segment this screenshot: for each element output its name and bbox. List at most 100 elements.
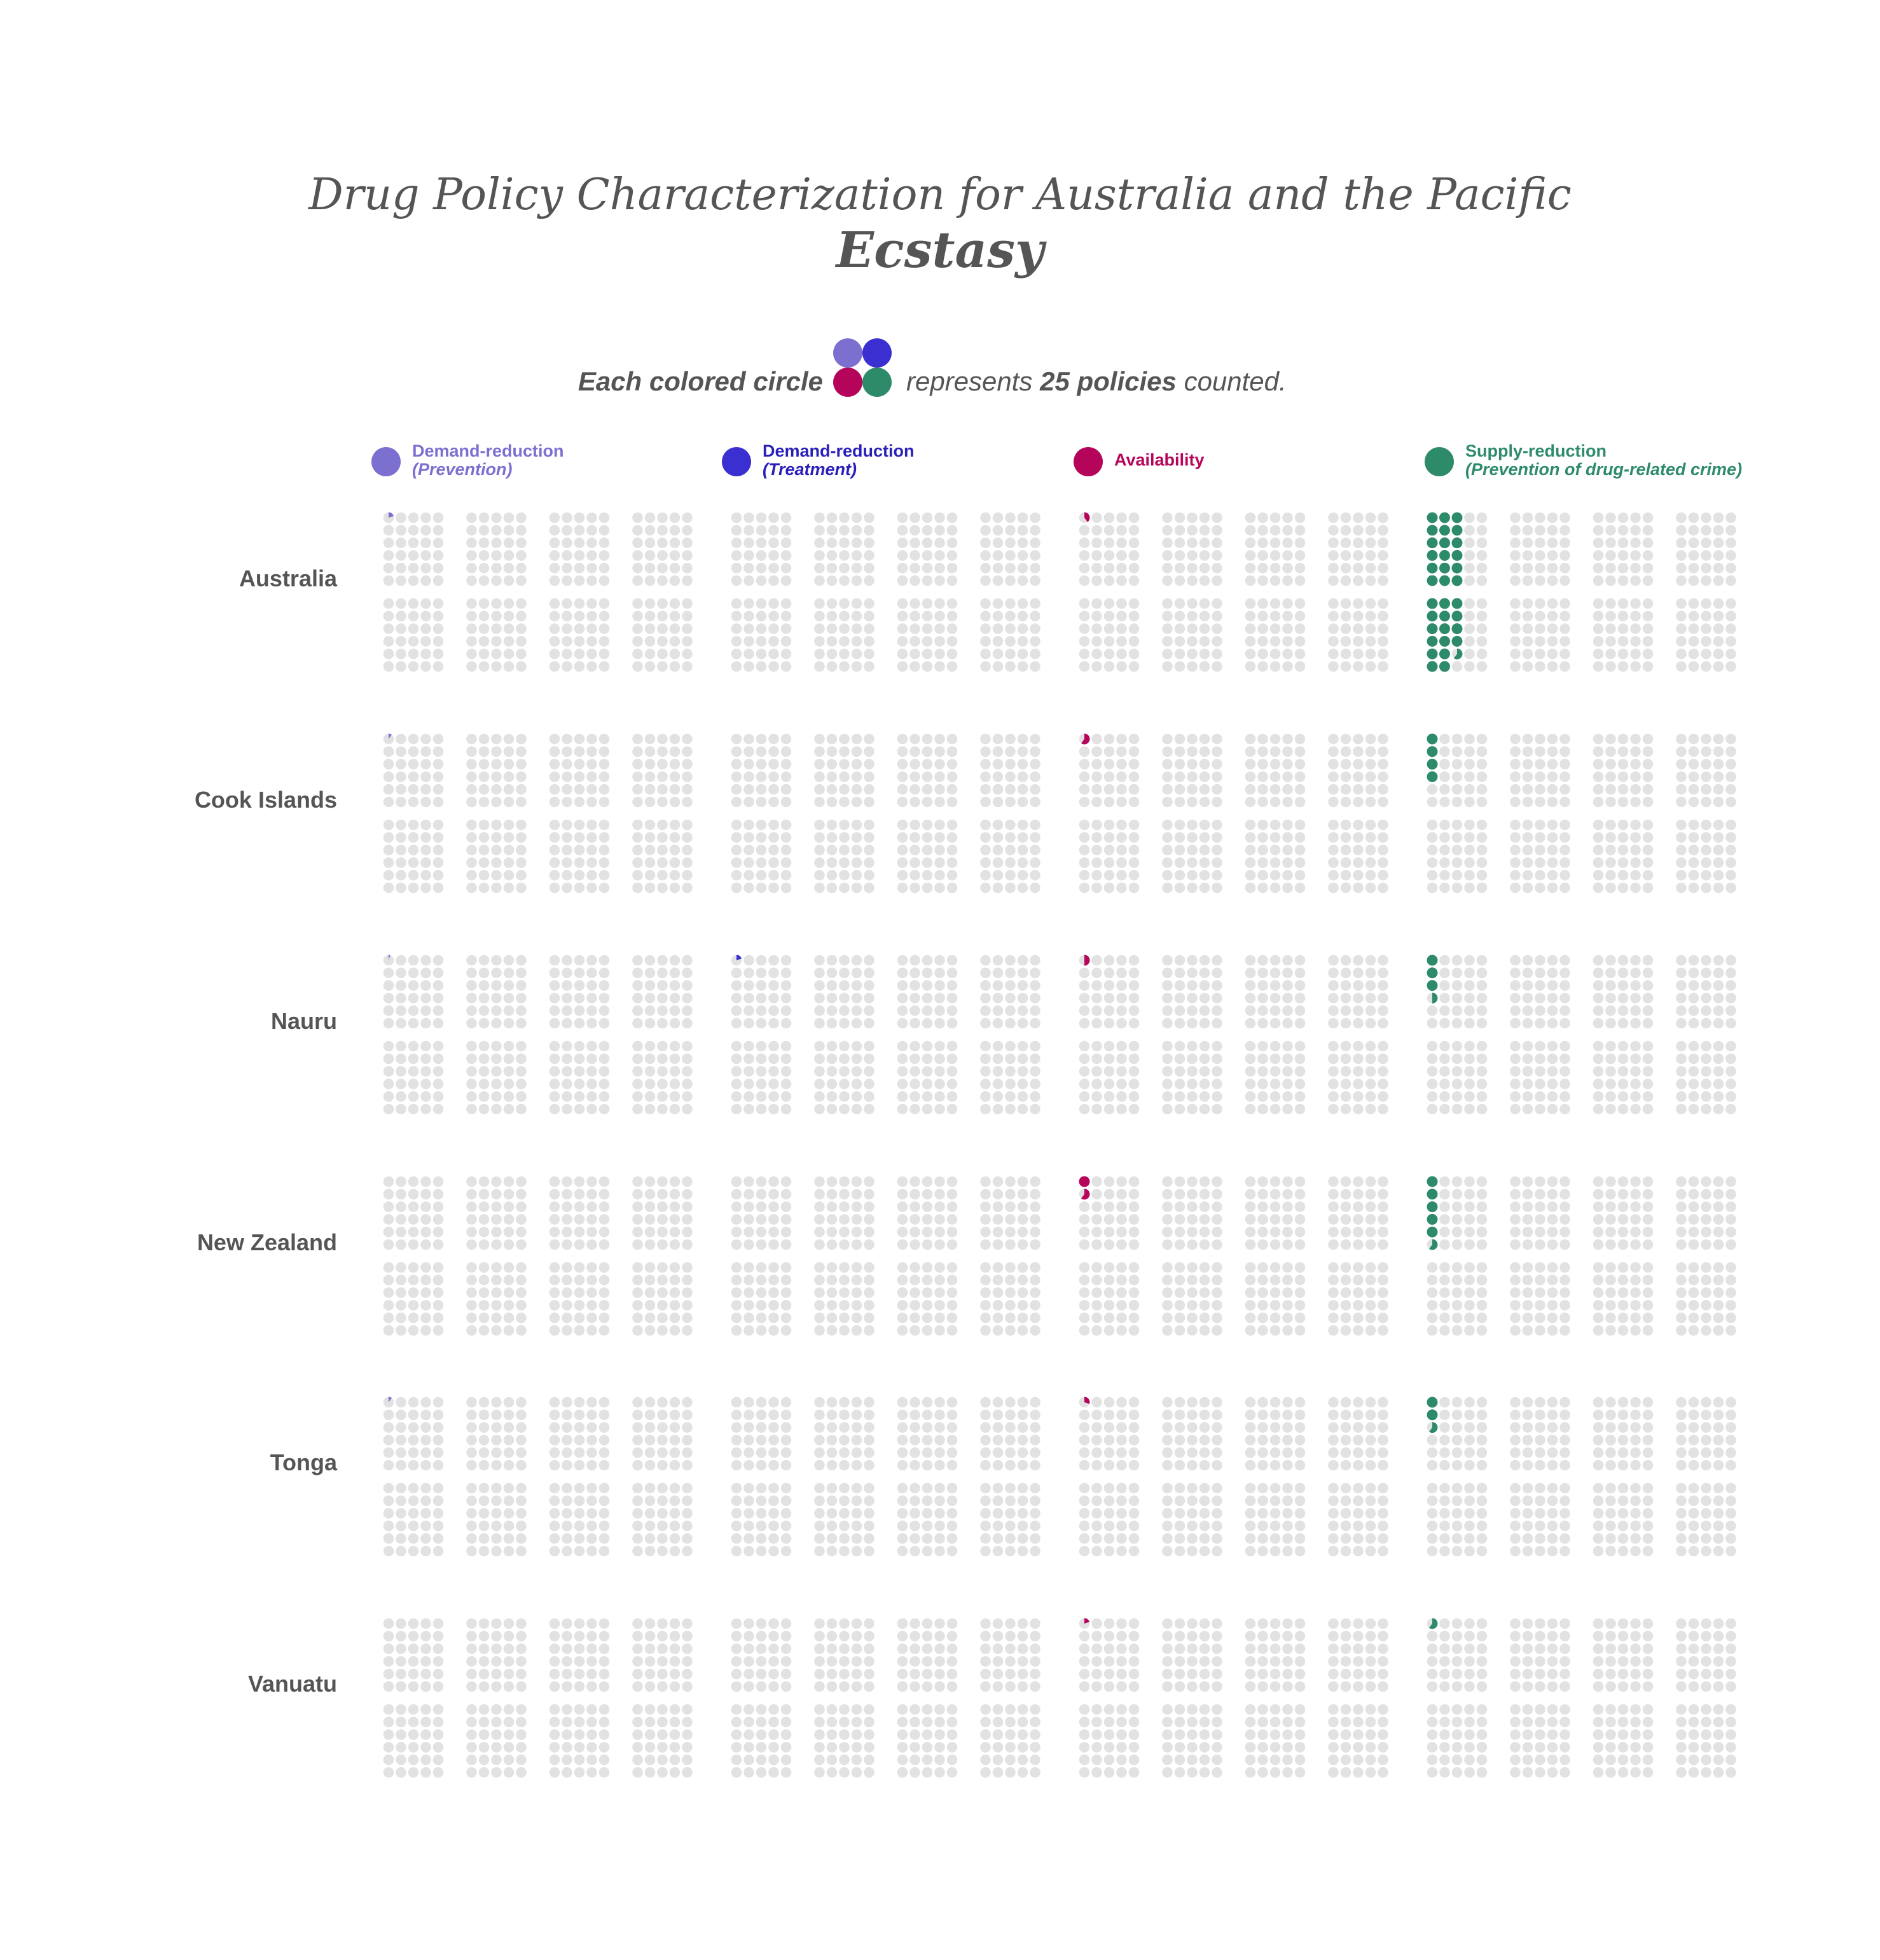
grid-circle: [1547, 857, 1558, 868]
grid-circle: [851, 1521, 862, 1531]
mark-supply-new-zealand: [1427, 1189, 1438, 1200]
grid-circle: [1269, 1103, 1281, 1115]
grid-circle: [1187, 783, 1198, 795]
grid-circle: [980, 1397, 991, 1408]
grid-circle: [1030, 1239, 1040, 1250]
grid-circle: [1439, 1287, 1450, 1298]
grid-circle: [780, 1422, 792, 1433]
grid-circle: [1128, 783, 1140, 795]
grid-circle: [682, 819, 693, 831]
grid-circle: [1328, 955, 1339, 966]
grid-circle: [657, 1274, 668, 1286]
grid-circle: [909, 1409, 920, 1421]
grid-circle: [396, 819, 406, 831]
grid-circle: [1464, 648, 1475, 659]
grid-circle: [644, 1287, 656, 1298]
grid-circle: [408, 955, 419, 966]
grid-circle: [1199, 550, 1210, 561]
grid-circle: [1547, 525, 1558, 536]
grid-circle: [980, 661, 991, 672]
grid-circle: [1091, 1533, 1102, 1544]
grid-circle: [826, 1300, 838, 1311]
grid-circle: [574, 550, 585, 561]
grid-circle: [598, 796, 610, 808]
grid-circle: [1630, 1226, 1641, 1238]
grid-circle: [682, 623, 693, 634]
grid-circle: [1547, 661, 1558, 672]
grid-circle: [432, 1533, 444, 1544]
grid-circle: [383, 1274, 394, 1286]
grid-circle: [909, 759, 920, 770]
grid-circle: [1128, 1508, 1140, 1519]
grid-circle: [1269, 1508, 1281, 1519]
grid-circle: [1128, 1422, 1140, 1433]
grid-circle: [1617, 1176, 1629, 1187]
grid-circle: [1294, 1460, 1306, 1471]
grid-circle: [1439, 1409, 1450, 1421]
grid-circle: [491, 1189, 502, 1200]
grid-circle: [632, 1447, 643, 1458]
grid-circle: [1079, 1300, 1090, 1311]
grid-circle: [1535, 1274, 1545, 1286]
grid-circle: [1199, 1274, 1210, 1286]
grid-circle: [1605, 771, 1616, 782]
grid-circle: [1294, 1508, 1306, 1519]
grid-circle: [1476, 562, 1488, 574]
grid-circle: [1294, 980, 1306, 991]
grid-circle: [1030, 611, 1040, 622]
grid-circle: [1079, 1312, 1090, 1323]
grid-circle: [922, 550, 933, 561]
grid-circle: [946, 980, 958, 991]
grid-circle: [1187, 550, 1198, 561]
grid-circle: [1116, 1508, 1127, 1519]
grid-circle: [1642, 1545, 1654, 1557]
grid-circle: [756, 1312, 767, 1323]
grid-circle: [432, 733, 444, 745]
grid-circle: [1187, 537, 1198, 548]
grid-circle: [1128, 1201, 1140, 1212]
grid-circle: [1522, 796, 1533, 808]
mark-supply-tonga-partial: [1429, 1422, 1438, 1433]
grid-circle: [934, 980, 945, 991]
grid-circle: [1476, 967, 1488, 979]
grid-circle: [864, 955, 874, 966]
grid-circle: [1464, 1482, 1475, 1494]
grid-circle: [1199, 562, 1210, 574]
grid-circle: [1725, 1533, 1736, 1544]
grid-circle: [1030, 525, 1040, 536]
grid-circle: [1559, 1435, 1570, 1446]
grid-circle: [864, 857, 874, 868]
grid-circle: [1605, 1325, 1616, 1336]
grid-circle: [574, 1091, 585, 1102]
grid-circle: [839, 636, 850, 647]
grid-circle: [743, 562, 754, 574]
grid-circle: [1116, 746, 1127, 757]
grid-circle: [383, 537, 394, 548]
grid-circle: [432, 869, 444, 881]
grid-circle: [992, 1189, 1004, 1200]
grid-circle: [864, 1447, 874, 1458]
grid-circle: [1451, 1300, 1463, 1311]
grid-circle: [549, 1460, 560, 1471]
grid-circle: [1269, 550, 1281, 561]
grid-circle: [1353, 1201, 1364, 1212]
grid-circle: [574, 1066, 585, 1077]
grid-circle: [1593, 845, 1604, 855]
grid-circle: [743, 550, 754, 561]
mark-supply-australia: [1427, 611, 1438, 622]
grid-circle: [839, 1239, 850, 1250]
grid-circle: [826, 1325, 838, 1336]
grid-circle: [1340, 1239, 1351, 1250]
grid-circle: [1701, 746, 1711, 757]
grid-circle: [383, 1643, 394, 1654]
grid-circle: [574, 1521, 585, 1531]
grid-circle: [1030, 1312, 1040, 1323]
grid-circle: [1103, 1274, 1115, 1286]
grid-circle: [396, 623, 406, 634]
grid-circle: [562, 1300, 572, 1311]
grid-circle: [491, 819, 502, 831]
grid-circle: [586, 1409, 597, 1421]
grid-circle: [657, 832, 668, 843]
grid-circle: [383, 1066, 394, 1077]
grid-circle: [909, 832, 920, 843]
